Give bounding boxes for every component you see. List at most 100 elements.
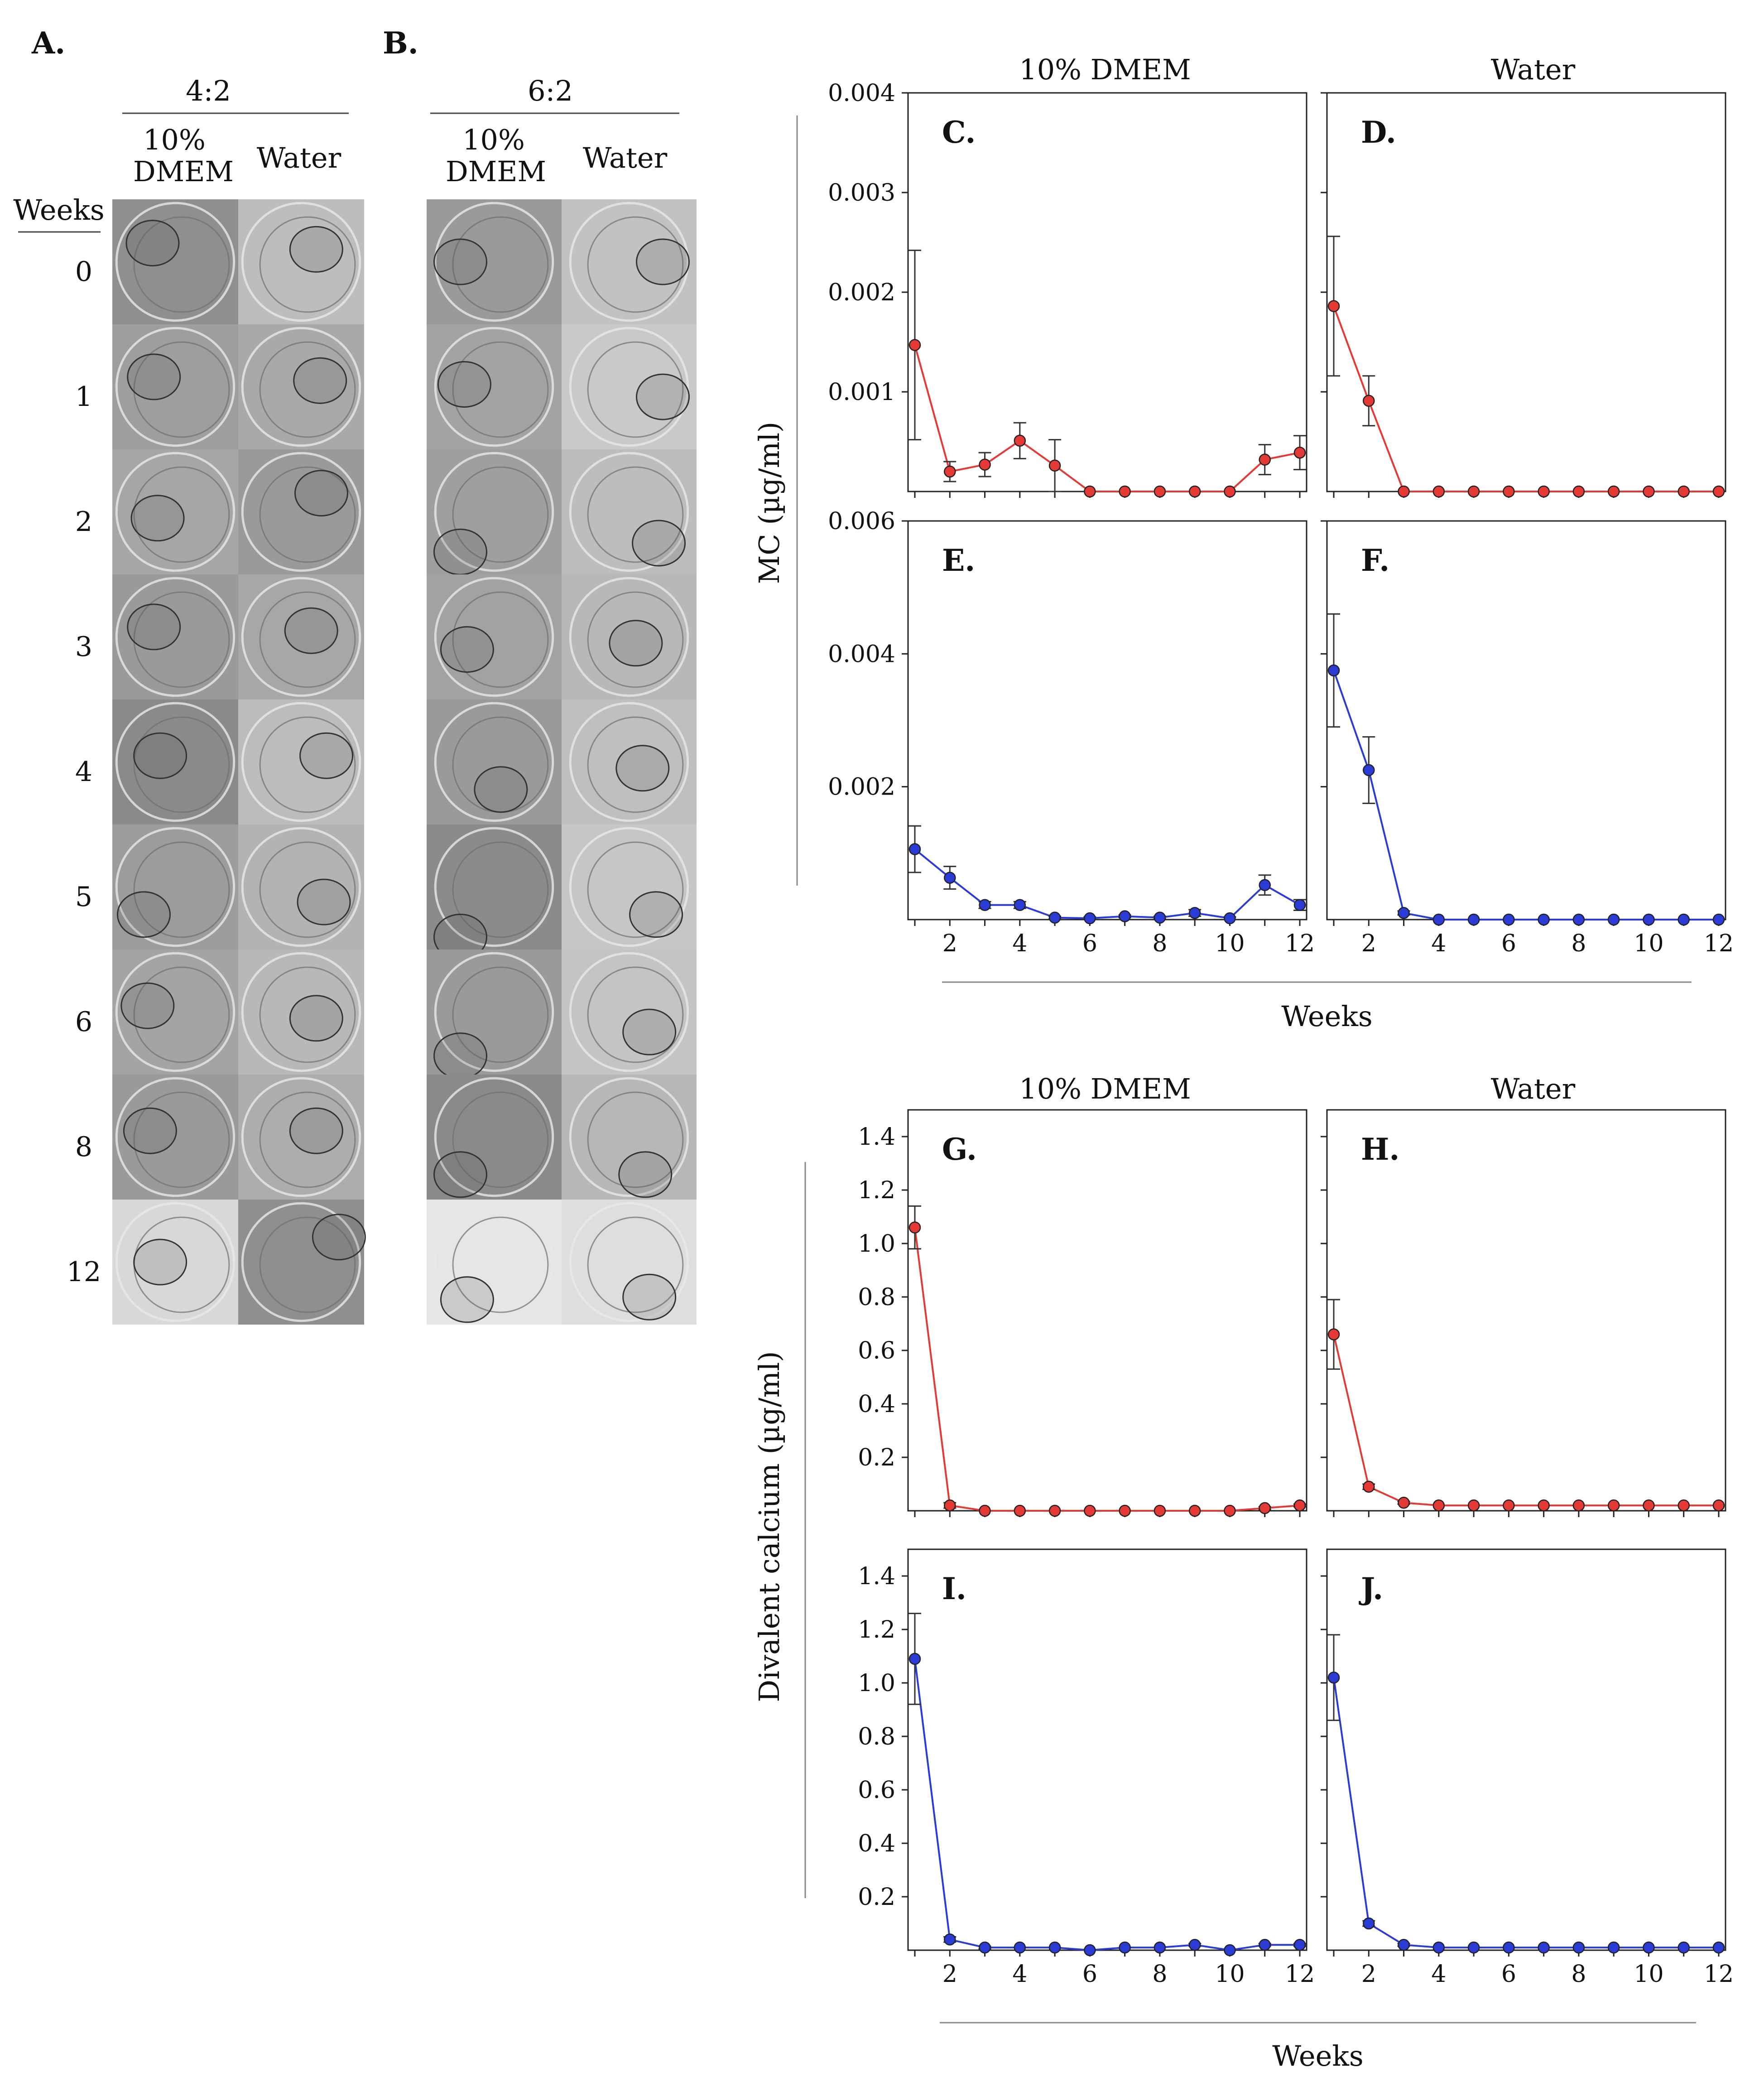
- data-point: [908, 339, 921, 351]
- data-point: [1084, 485, 1096, 498]
- mc-axis-label: MC (µg/ml): [753, 422, 786, 584]
- hydrogel-outline: [433, 1151, 487, 1198]
- well-photo: [112, 950, 238, 1075]
- data-point: [1084, 1944, 1096, 1957]
- chart-panels: C. 0.001 0.002 0.003 0.004 D. E. 2 4 6 8 10 12 0.002 0…: [828, 80, 1734, 1988]
- well-photo: [427, 449, 562, 575]
- data-point: [1119, 485, 1131, 498]
- weeks-row-label: 3: [75, 631, 92, 663]
- data-point: [1677, 1941, 1690, 1954]
- well-photo: [427, 950, 562, 1080]
- data-point: [1327, 300, 1340, 313]
- well-photo: [112, 449, 238, 574]
- well-photo: [112, 824, 238, 950]
- data-point: [1327, 1671, 1340, 1684]
- chart-panel: J. 2 4 6 8 10 12: [1321, 1548, 1734, 1988]
- data-point: [1572, 913, 1585, 926]
- data-point: [1572, 485, 1585, 498]
- x-tick-label: 6: [1082, 930, 1097, 957]
- data-point: [1467, 1941, 1480, 1954]
- col-title-water-bottom: Water: [1491, 1072, 1576, 1105]
- data-point: [1014, 1504, 1026, 1517]
- weeks-row-label: 2: [75, 506, 92, 538]
- well-photo: [427, 574, 562, 699]
- data-point: [1607, 485, 1620, 498]
- hydrogel-outline: [615, 745, 670, 792]
- data-point: [1677, 1499, 1690, 1512]
- plot-frame: [907, 92, 1307, 492]
- data-point: [1224, 1504, 1236, 1517]
- data-point: [1432, 1941, 1445, 1954]
- data-point: [944, 1499, 956, 1512]
- hydrogel-outline: [297, 878, 351, 925]
- plot-frame: [1326, 1109, 1726, 1512]
- x-tick-label: 10: [1634, 1961, 1663, 1988]
- hydrogel-outline: [130, 495, 185, 542]
- x-tick-label: 2: [942, 1961, 957, 1988]
- chart-panel: I. 2 4 6 8 10 12 0.2 0.4 0.6 0.8 1.0 1.2 1.4: [858, 1548, 1315, 1988]
- y-tick-label: 0.8: [858, 1284, 895, 1311]
- panel-label: G.: [942, 1132, 977, 1167]
- x-tick-label: 8: [1152, 930, 1167, 957]
- well-photo: [238, 199, 364, 324]
- data-point: [1677, 485, 1690, 498]
- data-point: [1259, 1502, 1271, 1514]
- well-photo: [562, 324, 697, 449]
- photo-a-ratio: 4:2: [186, 74, 231, 107]
- data-point: [1048, 1504, 1061, 1517]
- data-point: [1259, 453, 1271, 466]
- x-tick-label: 12: [1285, 1961, 1315, 1988]
- data-point: [1048, 911, 1061, 924]
- data-point: [1119, 1504, 1131, 1517]
- data-point: [1572, 1499, 1585, 1512]
- data-point: [1467, 913, 1480, 926]
- y-tick-label: 0.001: [828, 379, 895, 406]
- data-point: [1712, 485, 1725, 498]
- x-tick-label: 8: [1152, 1961, 1167, 1988]
- y-tick-label: 1.2: [858, 1177, 895, 1204]
- data-point: [1293, 1499, 1306, 1512]
- data-point: [1224, 912, 1236, 925]
- weeks-row-label: 0: [75, 256, 92, 288]
- panel-label: E.: [942, 543, 975, 578]
- well-photo: [238, 1075, 364, 1200]
- chart-panel: H.: [1321, 1109, 1726, 1517]
- data-point: [1188, 907, 1201, 919]
- y-tick-label: 0.4: [858, 1391, 895, 1418]
- well-photo: [562, 824, 697, 950]
- hydrogel-outline: [629, 891, 683, 938]
- data-point: [1643, 1941, 1655, 1954]
- weeks-row-label: 6: [75, 1006, 92, 1038]
- data-point: [1154, 485, 1166, 498]
- plot-frame: [1326, 92, 1726, 492]
- y-tick-label: 0.8: [858, 1723, 895, 1750]
- data-point: [908, 843, 921, 855]
- well-photo: [427, 1200, 562, 1325]
- y-tick-label: 0.2: [858, 1884, 895, 1911]
- well-photo: [427, 324, 562, 449]
- data-point: [1188, 1504, 1201, 1517]
- panel-label: I.: [942, 1571, 966, 1606]
- hydrogel-outline: [433, 1032, 487, 1080]
- hydrogel-outline: [312, 1214, 366, 1261]
- data-point: [1363, 764, 1375, 776]
- data-point: [1048, 1941, 1061, 1954]
- data-point: [1432, 1499, 1445, 1512]
- well-photo: [562, 950, 697, 1075]
- data-point: [1643, 485, 1655, 498]
- data-point: [1154, 1941, 1166, 1954]
- hydrogel-outline: [433, 238, 487, 285]
- y-tick-label: 1.4: [858, 1563, 895, 1590]
- photo-b-col1-line1: 10%: [462, 123, 525, 156]
- col-title-water-top: Water: [1491, 53, 1576, 86]
- data-point: [944, 1933, 956, 1946]
- well-photo: [427, 824, 562, 960]
- data-point: [1188, 1938, 1201, 1951]
- y-tick-label: 0.003: [828, 179, 895, 207]
- x-tick-label: 10: [1215, 930, 1245, 957]
- data-point: [1327, 664, 1340, 677]
- plot-frame: [1326, 1548, 1726, 1951]
- data-point: [1432, 485, 1445, 498]
- data-point: [1467, 485, 1480, 498]
- well-photo: [562, 574, 697, 699]
